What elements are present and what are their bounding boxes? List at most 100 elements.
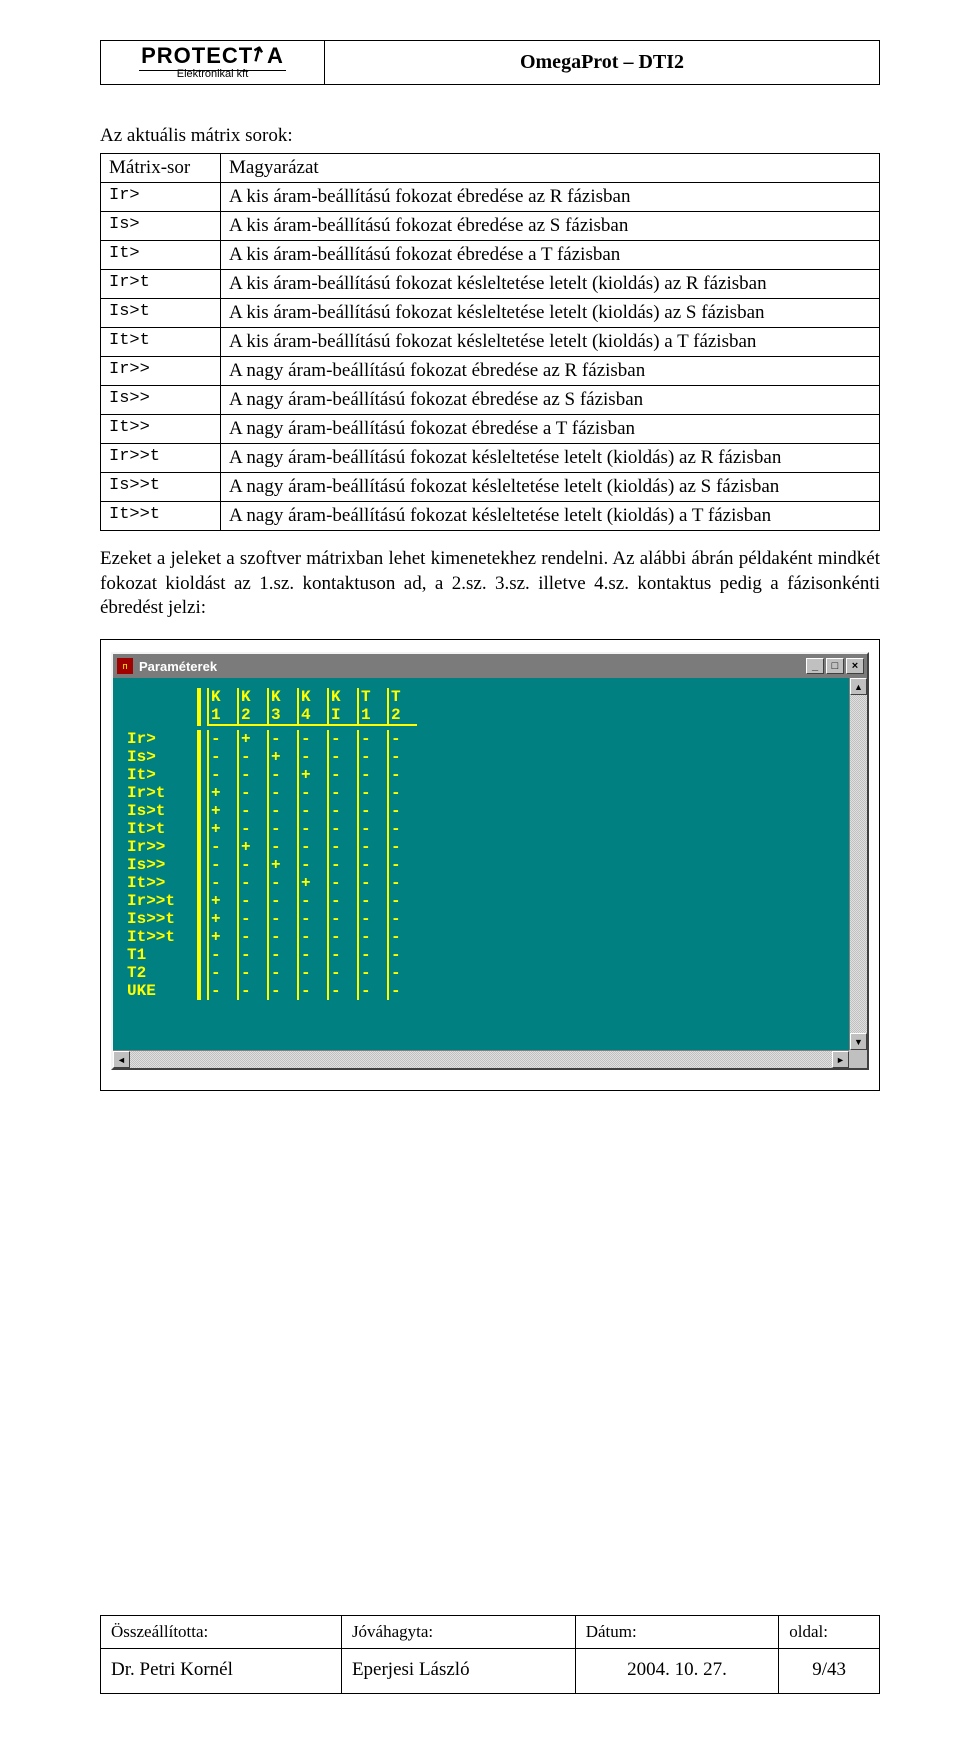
matrix-cell: - [357, 910, 387, 928]
matrix-header-row: 1234I12 [127, 706, 835, 724]
matrix-cell: - [327, 730, 357, 748]
matrix-cell: + [267, 748, 297, 766]
intro-text: Az aktuális mátrix sorok: [100, 125, 880, 147]
logo-box: PROTECT↗A Elektronikai kft [100, 40, 325, 85]
matrix-cell: - [387, 982, 417, 1000]
matrix-separator [197, 910, 201, 928]
scroll-down-button[interactable]: ▼ [850, 1033, 867, 1050]
matrix-row-label: Ir>>t [127, 892, 197, 910]
matrix-cell: K [297, 688, 327, 706]
row-desc: A nagy áram-beállítású fokozat ébredése … [221, 357, 880, 386]
matrix-cell: - [267, 892, 297, 910]
row-desc: A nagy áram-beállítású fokozat ébredése … [221, 386, 880, 415]
matrix-cell: - [387, 766, 417, 784]
matrix-cell: K [267, 688, 297, 706]
matrix-cell: - [297, 982, 327, 1000]
row-code: It>>t [101, 502, 221, 531]
doc-header: PROTECT↗A Elektronikai kft OmegaProt – D… [100, 40, 880, 85]
scroll-track-h[interactable] [130, 1051, 832, 1068]
row-code: Is> [101, 212, 221, 241]
footer-head-date: Dátum: [575, 1616, 779, 1649]
matrix-cell: - [357, 856, 387, 874]
matrix-data-row: T1------- [127, 946, 835, 964]
matrix-row-label: It>t [127, 820, 197, 838]
matrix-cell: - [237, 766, 267, 784]
row-desc: A nagy áram-beállítású fokozat késleltet… [221, 502, 880, 531]
matrix-cell: - [357, 766, 387, 784]
matrix-cell: - [387, 856, 417, 874]
matrix-cell: + [237, 730, 267, 748]
matrix-header-row: KKKKKTT [127, 688, 835, 706]
matrix-row-label: UKE [127, 982, 197, 1000]
matrix-data-row: Is>--+---- [127, 748, 835, 766]
table-row: Is>>tA nagy áram-beállítású fokozat késl… [101, 473, 880, 502]
matrix-cell: - [207, 874, 237, 892]
matrix-data-row: Ir>-+----- [127, 730, 835, 748]
matrix-cell: + [207, 784, 237, 802]
matrix-cell: - [267, 946, 297, 964]
matrix-cell: + [207, 892, 237, 910]
matrix-row-label: Is>> [127, 856, 197, 874]
matrix-cell: - [237, 982, 267, 1000]
minimize-button[interactable]: _ [806, 658, 824, 674]
matrix-data-row: It>>---+--- [127, 874, 835, 892]
footer-head-page: oldal: [779, 1616, 880, 1649]
scrollbar-corner [849, 1050, 867, 1068]
matrix-cell: - [267, 730, 297, 748]
logo-main-text: PROTECT [141, 43, 253, 68]
matrix-cell: - [237, 964, 267, 982]
matrix-cell: - [327, 820, 357, 838]
matrix-row-label: Ir> [127, 730, 197, 748]
table-row: Is>>A nagy áram-beállítású fokozat ébred… [101, 386, 880, 415]
matrix-cell: - [267, 982, 297, 1000]
explanation-paragraph: Ezeket a jeleket a szoftver mátrixban le… [100, 547, 880, 621]
table-head-code: Mátrix-sor [101, 154, 221, 183]
screenshot-frame: п Paraméterek _ □ × KKKKKTT1234I12Ir>-+-… [100, 639, 880, 1091]
matrix-cell: - [327, 784, 357, 802]
matrix-data-row: It>t+------ [127, 820, 835, 838]
matrix-cell: - [297, 820, 327, 838]
matrix-cell: - [327, 964, 357, 982]
matrix-data-row: Ir>>-+----- [127, 838, 835, 856]
horizontal-scrollbar[interactable]: ◄ ► [113, 1050, 849, 1068]
close-button[interactable]: × [846, 658, 864, 674]
matrix-cell: - [327, 910, 357, 928]
matrix-cell: - [267, 874, 297, 892]
matrix-cell: - [387, 910, 417, 928]
matrix-row-label: T2 [127, 964, 197, 982]
row-desc: A kis áram-beállítású fokozat késlelteté… [221, 270, 880, 299]
table-row: Ir>>A nagy áram-beállítású fokozat ébred… [101, 357, 880, 386]
matrix-separator [197, 784, 201, 802]
row-desc: A kis áram-beállítású fokozat késlelteté… [221, 299, 880, 328]
scroll-track[interactable] [850, 695, 867, 1033]
scroll-right-button[interactable]: ► [832, 1051, 849, 1068]
matrix-cell: - [237, 784, 267, 802]
matrix-cell: - [327, 802, 357, 820]
matrix-cell: - [327, 856, 357, 874]
matrix-cell: 3 [267, 706, 297, 724]
maximize-button[interactable]: □ [826, 658, 844, 674]
matrix-cell: - [297, 928, 327, 946]
scroll-up-button[interactable]: ▲ [850, 678, 867, 695]
matrix-separator [197, 964, 201, 982]
matrix-cell: K [327, 688, 357, 706]
window-titlebar: п Paraméterek _ □ × [113, 654, 867, 678]
matrix-cell: - [327, 838, 357, 856]
matrix-cell: - [267, 802, 297, 820]
matrix-cell: 2 [237, 706, 267, 724]
footer-val-date: 2004. 10. 27. [575, 1649, 779, 1694]
matrix-cell: - [267, 766, 297, 784]
matrix-row-label: T1 [127, 946, 197, 964]
matrix-cell: - [387, 748, 417, 766]
matrix-data-row: T2------- [127, 964, 835, 982]
table-row: Ir>tA kis áram-beállítású fokozat késlel… [101, 270, 880, 299]
matrix-cell: - [387, 892, 417, 910]
row-desc: A nagy áram-beállítású fokozat késleltet… [221, 444, 880, 473]
vertical-scrollbar[interactable]: ▲ ▼ [849, 678, 867, 1050]
row-code: Ir>> [101, 357, 221, 386]
scroll-left-button[interactable]: ◄ [113, 1051, 130, 1068]
matrix-cell: + [207, 910, 237, 928]
matrix-separator [197, 730, 201, 748]
matrix-cell: - [357, 784, 387, 802]
matrix-cell: - [297, 892, 327, 910]
